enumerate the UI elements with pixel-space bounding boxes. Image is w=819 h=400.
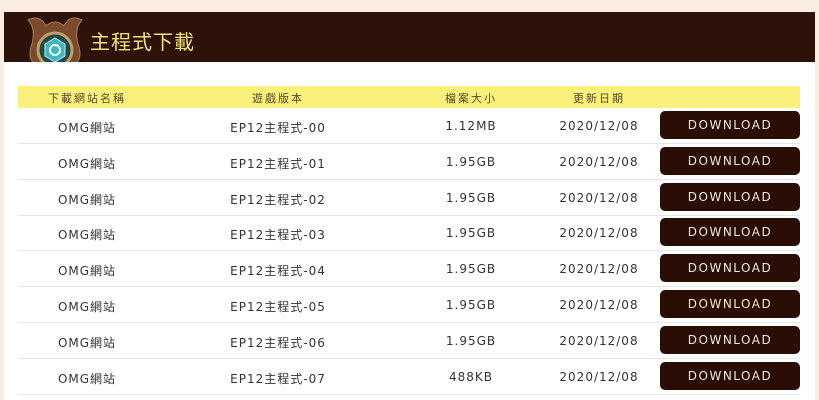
page-header: 主程式下載: [4, 12, 815, 73]
site-name: OMG網站: [57, 300, 117, 314]
game-version: EP12主程式-04: [230, 264, 326, 279]
download-button[interactable]: DOWNLOAD: [660, 361, 800, 390]
table-row: OMG網站 EP12主程式-01 1.95GB 2020/12/08 DOWNL…: [18, 144, 800, 180]
file-size: 488KB: [448, 369, 494, 384]
table-row: OMG網站 EP12主程式-07 488KB 2020/12/08 DOWNLO…: [18, 359, 800, 395]
download-button[interactable]: DOWNLOAD: [660, 218, 800, 247]
download-button[interactable]: DOWNLOAD: [660, 325, 800, 354]
game-version: EP12主程式-06: [230, 335, 326, 350]
table-row: OMG網站 EP12主程式-04 1.95GB 2020/12/08 DOWNL…: [18, 251, 800, 288]
update-date: 2020/12/08: [559, 369, 639, 384]
download-button[interactable]: DOWNLOAD: [660, 254, 800, 283]
file-size: 1.95GB: [445, 190, 497, 205]
table-header: 下載網站名稱 遊戲版本 檔案大小 更新日期: [18, 86, 800, 108]
download-button[interactable]: DOWNLOAD: [660, 182, 800, 211]
download-button[interactable]: DOWNLOAD: [660, 290, 800, 318]
table-row: OMG網站 EP12主程式-00 1.12MB 2020/12/08 DOWNL…: [18, 108, 800, 144]
site-name: OMG網站: [57, 335, 117, 350]
table-row: OMG網站 EP12主程式-05 1.95GB 2020/12/08 DOWNL…: [18, 287, 800, 323]
update-date: 2020/12/08: [559, 333, 639, 348]
file-size: 1.95GB: [445, 154, 497, 169]
site-name: OMG網站: [57, 121, 117, 135]
table-row: OMG網站 EP12主程式-06 1.95GB 2020/12/08 DOWNL…: [18, 323, 800, 359]
game-version: EP12主程式-01: [230, 156, 326, 171]
site-name: OMG網站: [57, 192, 117, 207]
update-date: 2020/12/08: [559, 262, 639, 277]
update-date: 2020/12/08: [559, 154, 639, 169]
update-date: 2020/12/08: [559, 190, 639, 205]
update-date: 2020/12/08: [559, 298, 639, 312]
file-size: 1.95GB: [445, 333, 497, 348]
game-version: EP12主程式-02: [230, 192, 326, 207]
update-date: 2020/12/08: [559, 119, 639, 133]
site-name: OMG網站: [57, 228, 117, 243]
page-title: 主程式下載: [90, 30, 195, 54]
file-size: 1.95GB: [445, 298, 497, 312]
download-button[interactable]: DOWNLOAD: [660, 111, 800, 139]
game-version: EP12主程式-00: [230, 121, 326, 135]
game-version: EP12主程式-07: [230, 371, 326, 386]
table-row: OMG網站 EP12主程式-02 1.95GB 2020/12/08 DOWNL…: [18, 180, 800, 216]
game-version: EP12主程式-03: [230, 228, 326, 243]
site-name: OMG網站: [57, 371, 117, 386]
column-header-site: 下載網站名稱: [48, 92, 126, 105]
site-name: OMG網站: [57, 264, 117, 279]
column-header-version: 遊戲版本: [252, 92, 304, 105]
update-date: 2020/12/08: [559, 226, 639, 241]
download-panel: 下載網站名稱 遊戲版本 檔案大小 更新日期 OMG網站 EP12主程式-00 1…: [4, 62, 815, 400]
table-row: OMG網站 EP12主程式-03 1.95GB 2020/12/08 DOWNL…: [18, 215, 800, 252]
file-size: 1.95GB: [445, 262, 497, 277]
site-name: OMG網站: [57, 156, 117, 171]
column-header-date: 更新日期: [573, 92, 625, 105]
file-size: 1.12MB: [445, 119, 497, 133]
column-header-size: 檔案大小: [445, 92, 497, 105]
download-button[interactable]: DOWNLOAD: [660, 146, 800, 175]
game-version: EP12主程式-05: [230, 300, 326, 314]
file-size: 1.95GB: [445, 226, 497, 241]
